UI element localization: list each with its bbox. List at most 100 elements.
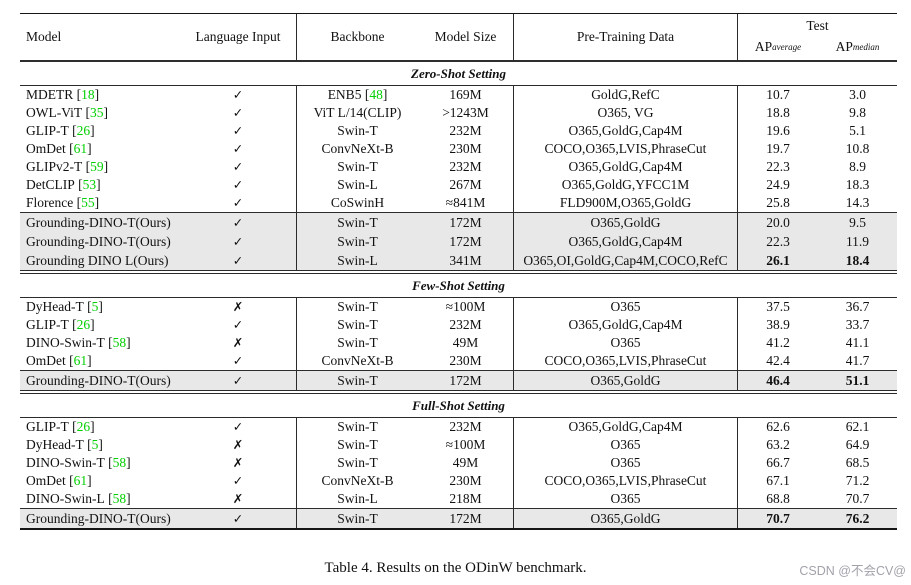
ap-average-cell: 10.7 xyxy=(766,87,790,102)
citation-number: 35 xyxy=(90,105,104,120)
label: Grounding-DINO-T(Ours) xyxy=(26,234,171,249)
label: OmDet xyxy=(26,353,66,368)
pretraining-data-cell: O365 xyxy=(514,454,738,472)
ap-median-cell: 41.1 xyxy=(845,335,870,350)
header-test-subcolumns: AP average AP median xyxy=(738,34,897,60)
pretraining-data-cell: O365,GoldG,YFCC1M xyxy=(514,176,738,194)
label: Swin-T xyxy=(337,455,378,470)
label: Grounding DINO L(Ours) xyxy=(26,253,169,268)
backbone-cell: Swin-T xyxy=(297,418,418,436)
language-input-cell: ✗ xyxy=(180,334,297,352)
header-model-size: Model Size xyxy=(418,14,514,60)
label: Swin-T xyxy=(337,437,378,452)
label: ViT L/14(CLIP) xyxy=(313,105,402,120)
ap-average-cell: 37.5 xyxy=(766,299,790,314)
model-cell: OWL-ViT [35] xyxy=(26,105,109,120)
pretraining-data-cell: O365 xyxy=(514,298,738,316)
backbone-cell: Swin-T xyxy=(297,371,418,390)
backbone-cell: Swin-T xyxy=(297,298,418,316)
section-title: Full-Shot Setting xyxy=(412,397,505,413)
language-input-cell: ✓ xyxy=(180,418,297,436)
table-row: Grounding DINO L(Ours) ✓ Swin-L 341M O36… xyxy=(20,251,897,270)
language-input-cell: ✓ xyxy=(180,104,297,122)
pretraining-data-cell: O365,GoldG,Cap4M xyxy=(514,158,738,176)
language-input-cell: ✗ xyxy=(180,436,297,454)
backbone-cell: ViT L/14(CLIP) xyxy=(297,104,418,122)
label: GLIP-T xyxy=(26,317,69,332)
model-size-cell: 232M xyxy=(418,122,514,140)
table-row: DINO-Swin-T [58] ✗ Swin-T 49M O365 41.2 … xyxy=(20,334,897,352)
citation-number: 18 xyxy=(81,87,95,102)
citation-number: 48 xyxy=(369,87,383,102)
label: OmDet xyxy=(26,473,66,488)
model-cell: OmDet [61] xyxy=(26,141,92,156)
backbone-cell: CoSwinH xyxy=(297,194,418,212)
ap-average-cell: 42.4 xyxy=(766,353,790,368)
citation-number: 58 xyxy=(112,491,127,506)
backbone-cell: Swin-T xyxy=(297,454,418,472)
results-table: Model Language Input Backbone Model Size… xyxy=(20,13,897,530)
language-input-cell: ✓ xyxy=(180,122,297,140)
ap-average-subscript: average xyxy=(772,42,802,52)
language-input-cell: ✓ xyxy=(180,158,297,176)
model-cell: Grounding-DINO-T(Ours) xyxy=(20,232,180,251)
model-size-cell: 218M xyxy=(418,490,514,508)
pretraining-data-cell: GoldG,RefC xyxy=(514,86,738,104)
header-ap-median: AP median xyxy=(818,34,897,60)
model-cell: Grounding DINO L(Ours) xyxy=(20,251,180,270)
model-size-cell: 172M xyxy=(418,213,514,232)
table-row: Grounding-DINO-T(Ours) ✓ Swin-T 172M O36… xyxy=(20,509,897,528)
backbone-cell: Swin-T xyxy=(297,509,418,528)
pretraining-data-cell: O365,GoldG,Cap4M xyxy=(514,232,738,251)
table-row: Florence [55] ✓ CoSwinH ≈841M FLD900M,O3… xyxy=(20,194,897,212)
rule xyxy=(20,60,897,62)
rule xyxy=(20,270,897,274)
language-input-cell: ✓ xyxy=(180,352,297,370)
label: Swin-T xyxy=(337,159,378,174)
model-cell: DyHead-T [5] xyxy=(26,299,103,314)
model-size-cell: 232M xyxy=(418,158,514,176)
table-row: OmDet [61] ✓ ConvNeXt-B 230M COCO,O365,L… xyxy=(20,472,897,490)
pretraining-data-cell: O365,GoldG xyxy=(514,509,738,528)
label: Swin-L xyxy=(337,253,378,268)
language-input-cell: ✓ xyxy=(180,194,297,212)
model-cell: GLIP-T [26] xyxy=(26,123,95,138)
model-size-cell: 230M xyxy=(418,472,514,490)
label: GLIP-T xyxy=(26,419,69,434)
pretraining-data-cell: O365 xyxy=(514,490,738,508)
pretraining-data-cell: O365,OI,GoldG,Cap4M,COCO,RefC xyxy=(514,251,738,270)
ap-median-cell: 18.3 xyxy=(845,177,870,192)
ap-average-cell: 19.6 xyxy=(766,123,790,138)
pretraining-data-cell: COCO,O365,LVIS,PhraseCut xyxy=(514,140,738,158)
table-body: Zero-Shot Setting MDETR [18] ✓ ENB5 [48]… xyxy=(20,62,897,528)
table-row: GLIP-T [26] ✓ Swin-T 232M O365,GoldG,Cap… xyxy=(20,316,897,334)
pretraining-data-cell: O365,GoldG xyxy=(514,371,738,390)
backbone-cell: ConvNeXt-B xyxy=(297,472,418,490)
citation-number: 26 xyxy=(76,317,91,332)
language-input-cell: ✓ xyxy=(180,371,297,390)
label: ConvNeXt-B xyxy=(321,473,394,488)
model-cell: Florence [55] xyxy=(26,195,100,210)
label: Swin-T xyxy=(337,215,378,230)
ap-average-cell: 19.7 xyxy=(766,141,790,156)
rule xyxy=(20,13,897,14)
model-cell: DINO-Swin-L [58] xyxy=(26,491,131,506)
citation-number: 55 xyxy=(81,195,95,210)
ap-median-cell: 11.9 xyxy=(845,234,870,249)
backbone-cell: Swin-T xyxy=(297,436,418,454)
header-pretraining-data: Pre-Training Data xyxy=(514,14,738,60)
ap-median-cell: 68.5 xyxy=(845,455,870,470)
ap-average-cell: 70.7 xyxy=(766,511,790,526)
ap-median-cell: 51.1 xyxy=(845,373,870,388)
model-cell: MDETR [18] xyxy=(26,87,100,102)
label: DINO-Swin-L xyxy=(26,491,105,506)
rule xyxy=(20,390,897,394)
ap-median-cell: 41.7 xyxy=(845,353,870,368)
language-input-cell: ✓ xyxy=(180,86,297,104)
model-size-cell: 49M xyxy=(418,454,514,472)
backbone-cell: Swin-T xyxy=(297,122,418,140)
ap-median-cell: 5.1 xyxy=(849,123,866,138)
header-language-input: Language Input xyxy=(180,14,297,60)
table-row: Grounding-DINO-T(Ours) ✓ Swin-T 172M O36… xyxy=(20,232,897,251)
